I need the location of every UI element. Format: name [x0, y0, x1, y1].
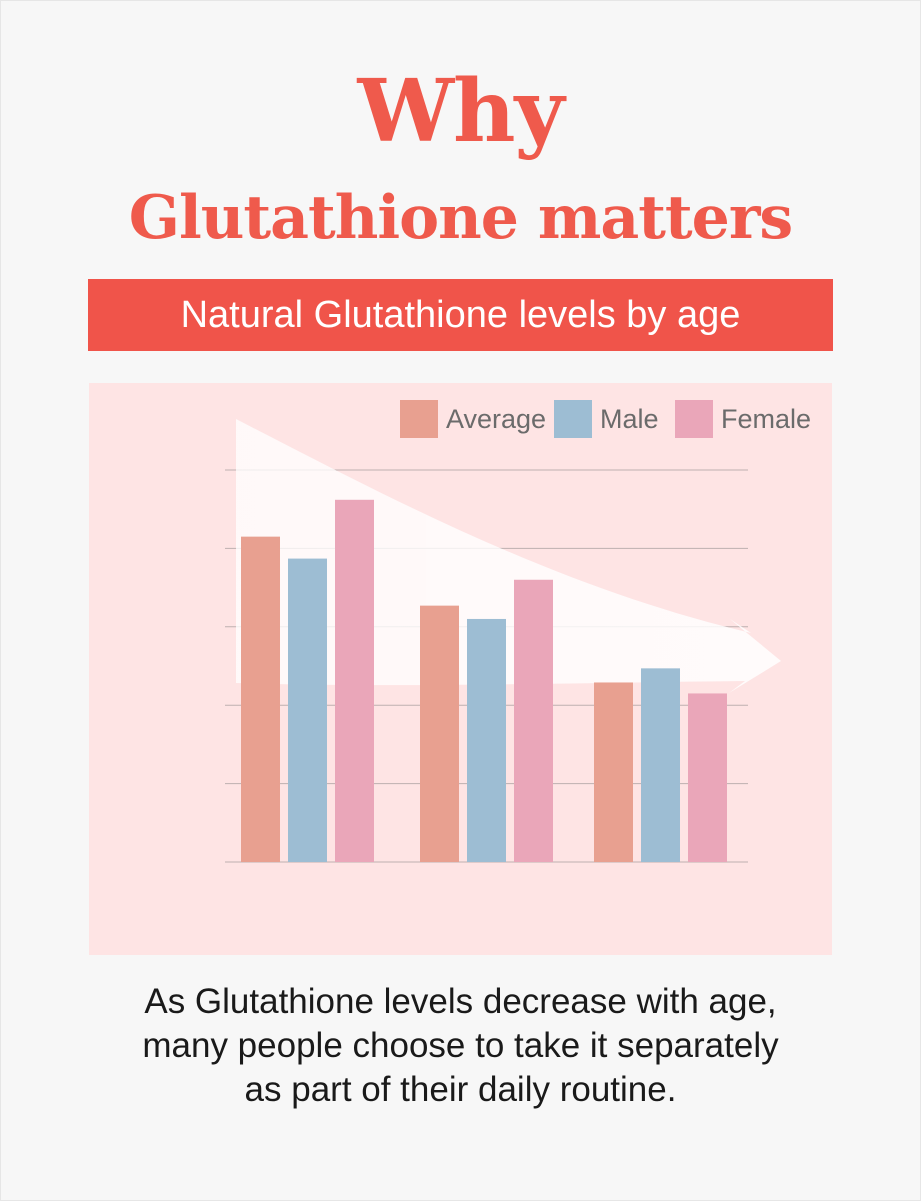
caption-line: As Glutathione levels decrease with age, — [144, 982, 777, 1021]
bar-average-group-2 — [420, 605, 459, 862]
chart-banner-title: Natural Glutathione levels by age — [88, 279, 833, 351]
bar-chart: Average Male Female — [225, 400, 811, 863]
legend-label-male: Male — [600, 404, 659, 434]
bar-female-group-2 — [514, 579, 553, 862]
caption-text: As Glutathione levels decrease with age,… — [40, 980, 881, 1112]
caption-line: as part of their daily routine. — [244, 1070, 677, 1109]
bar-average-group-3 — [594, 682, 633, 862]
bar-male-group-3 — [641, 668, 680, 862]
bar-male-group-1 — [288, 558, 327, 862]
bar-female-group-3 — [688, 693, 727, 862]
legend-swatch-female — [675, 400, 713, 438]
chart-panel: Average Male Female — [89, 383, 832, 955]
legend-label-female: Female — [721, 404, 811, 434]
headline-glutathione-matters: Glutathione matters — [128, 183, 793, 253]
caption-line: many people choose to take it separately — [142, 1026, 779, 1065]
bar-male-group-2 — [467, 618, 506, 862]
bar-average-group-1 — [241, 536, 280, 862]
legend-label-average: Average — [446, 404, 546, 434]
bar-female-group-1 — [335, 499, 374, 862]
legend-swatch-male — [554, 400, 592, 438]
headline-why: Why — [357, 61, 564, 162]
legend-swatch-average — [400, 400, 438, 438]
